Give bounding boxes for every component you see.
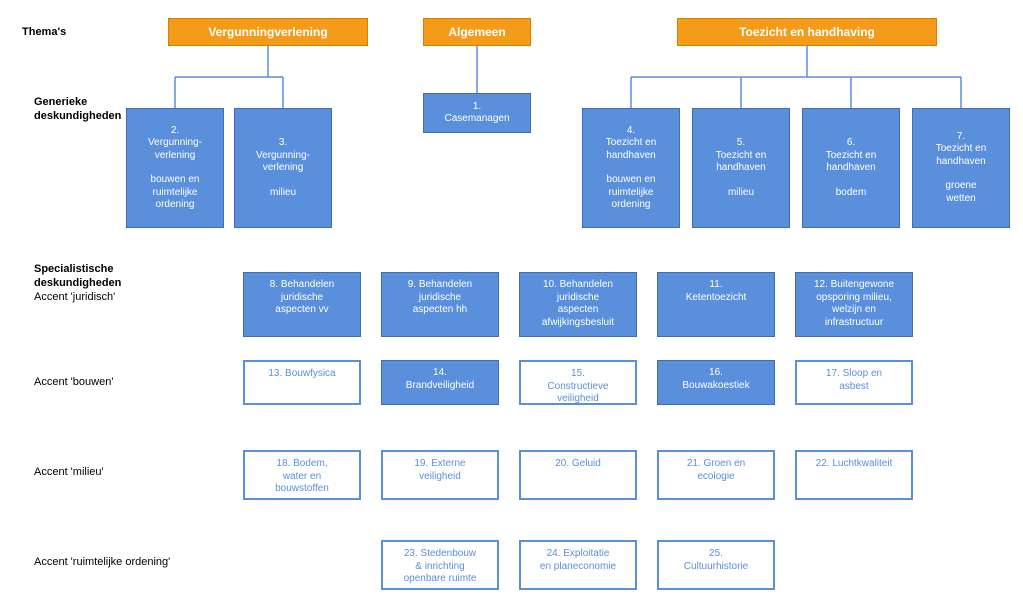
generic-node-g5: 5.Toezicht enhandhavenmilieu — [692, 108, 790, 228]
spec-node-r3-c5: 22. Luchtkwaliteit — [795, 450, 913, 500]
spec-node-r1-c1: 8. Behandelenjuridischeaspecten vv — [243, 272, 361, 337]
spec-node-r1-c3: 10. Behandelenjuridischeaspectenafwijkin… — [519, 272, 637, 337]
spec-node-r3-c2: 19. Externeveiligheid — [381, 450, 499, 500]
spec-node-r2-c2: 14.Brandveiligheid — [381, 360, 499, 405]
generic-node-g7: 7.Toezicht enhandhavengroenewetten — [912, 108, 1010, 228]
generic-node-g2: 2.Vergunning-verleningbouwen enruimtelij… — [126, 108, 224, 228]
spec-node-r3-c1: 18. Bodem,water enbouwstoffen — [243, 450, 361, 500]
spec-node-r4-c4: 25.Cultuurhistorie — [657, 540, 775, 590]
spec-node-r2-c5: 17. Sloop enasbest — [795, 360, 913, 405]
generic-node-g3: 3.Vergunning-verleningmilieu — [234, 108, 332, 228]
spec-node-r1-c4: 11.Ketentoezicht — [657, 272, 775, 337]
label-ruimtelijke: Accent 'ruimtelijke ordening' — [34, 555, 170, 569]
generic-node-g1: 1.Casemanagen — [423, 93, 531, 133]
spec-node-r2-c3: 15.Constructieveveiligheid — [519, 360, 637, 405]
spec-node-r2-c4: 16.Bouwakoestiek — [657, 360, 775, 405]
diagram-canvas: Thema's Generiekedeskundigheden Speciali… — [0, 0, 1023, 603]
spec-node-r2-c1: 13. Bouwfysica — [243, 360, 361, 405]
label-juridisch: Accent 'juridisch' — [34, 290, 115, 304]
spec-node-r3-c4: 21. Groen enecologie — [657, 450, 775, 500]
spec-node-r4-c3: 24. Exploitatieen planeconomie — [519, 540, 637, 590]
label-bouwen: Accent 'bouwen' — [34, 375, 113, 389]
label-milieu: Accent 'milieu' — [34, 465, 104, 479]
theme-vergunning: Vergunningverlening — [168, 18, 368, 46]
theme-toezicht: Toezicht en handhaving — [677, 18, 937, 46]
label-specialistische: Specialistischedeskundigheden — [34, 262, 121, 291]
spec-node-r4-c2: 23. Stedenbouw& inrichtingopenbare ruimt… — [381, 540, 499, 590]
label-generieke: Generiekedeskundigheden — [34, 95, 121, 124]
generic-node-g6: 6.Toezicht enhandhavenbodem — [802, 108, 900, 228]
spec-node-r3-c3: 20. Geluid — [519, 450, 637, 500]
spec-node-r1-c5: 12. Buitengewoneopsporing milieu,welzijn… — [795, 272, 913, 337]
spec-node-r1-c2: 9. Behandelenjuridischeaspecten hh — [381, 272, 499, 337]
theme-algemeen: Algemeen — [423, 18, 531, 46]
generic-node-g4: 4.Toezicht enhandhavenbouwen enruimtelij… — [582, 108, 680, 228]
label-themas: Thema's — [22, 25, 66, 39]
